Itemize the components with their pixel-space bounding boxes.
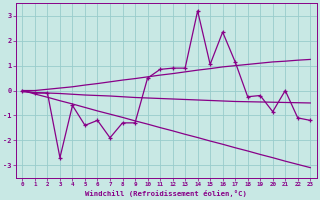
X-axis label: Windchill (Refroidissement éolien,°C): Windchill (Refroidissement éolien,°C) [85,190,247,197]
